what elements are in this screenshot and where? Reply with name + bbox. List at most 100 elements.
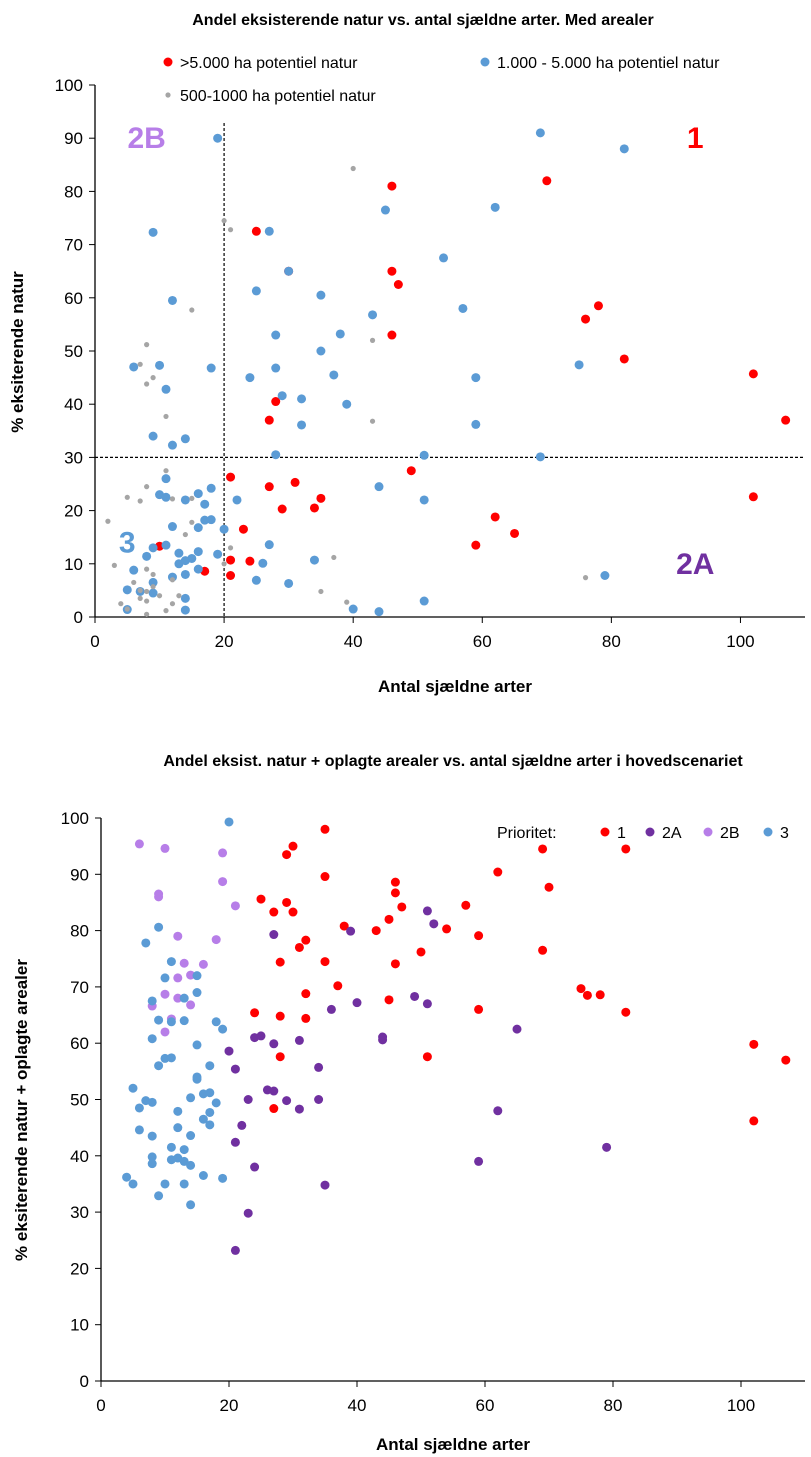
data-point — [180, 569, 190, 579]
data-point — [193, 523, 203, 533]
data-point — [160, 1027, 170, 1037]
y-tick-label: 30 — [70, 1203, 89, 1222]
data-point — [198, 959, 208, 969]
data-point — [154, 1015, 164, 1025]
data-point — [297, 420, 307, 430]
data-point — [271, 363, 281, 373]
data-point — [282, 1096, 292, 1106]
data-point — [378, 1035, 388, 1045]
data-point — [192, 971, 202, 981]
data-point — [134, 1125, 144, 1135]
data-point — [180, 556, 190, 566]
data-point — [186, 1160, 196, 1170]
data-point — [206, 363, 216, 373]
data-point — [205, 1120, 215, 1130]
data-point — [493, 1106, 503, 1116]
data-point — [173, 931, 183, 941]
data-point — [439, 253, 449, 263]
data-point — [206, 483, 216, 493]
data-point — [245, 556, 255, 566]
data-point — [271, 330, 281, 340]
x-tick-label: 100 — [726, 632, 754, 651]
data-point — [297, 394, 307, 404]
data-point — [163, 413, 169, 420]
data-point — [198, 1171, 208, 1181]
y-tick-label: 0 — [80, 1372, 89, 1391]
data-point — [369, 418, 376, 424]
data-point — [131, 579, 137, 586]
data-point — [269, 907, 279, 917]
data-point — [368, 310, 378, 320]
data-point — [154, 892, 164, 902]
data-point — [419, 450, 429, 460]
data-point — [369, 337, 376, 343]
chart-2: Andel eksist. natur + oplagte arealer vs… — [0, 740, 811, 1457]
data-point — [230, 1245, 240, 1255]
quadrant-label: 1 — [687, 122, 704, 155]
data-point — [134, 839, 144, 849]
data-point — [621, 844, 631, 854]
data-point — [582, 990, 592, 1000]
data-point — [160, 843, 170, 853]
data-point — [474, 1004, 484, 1014]
legend-label-series-1: >5.000 ha potentiel natur — [180, 55, 358, 72]
data-point — [193, 547, 203, 557]
data-point — [269, 930, 279, 940]
data-point — [748, 492, 758, 502]
data-point — [490, 202, 500, 212]
x-tick-label: 20 — [220, 1396, 239, 1415]
data-point — [205, 1088, 215, 1098]
legend-marker-series-2 — [480, 57, 490, 67]
data-point — [390, 888, 400, 898]
data-point — [294, 942, 304, 952]
data-point — [122, 585, 132, 595]
data-point — [173, 973, 183, 983]
data-point — [333, 981, 343, 991]
data-point — [250, 1162, 260, 1172]
data-point — [161, 384, 171, 394]
data-point — [238, 524, 248, 534]
data-point — [144, 342, 150, 348]
data-point — [169, 496, 176, 502]
legend-label-prioritet-2b: 2B — [720, 825, 740, 842]
data-point — [148, 227, 158, 237]
data-point — [288, 841, 298, 851]
data-point — [387, 330, 397, 340]
data-point — [154, 1191, 164, 1201]
data-point — [316, 346, 326, 356]
data-point — [538, 945, 548, 955]
data-point — [512, 1024, 522, 1034]
data-point — [147, 1152, 157, 1162]
data-point — [128, 1083, 138, 1093]
data-point — [316, 290, 326, 300]
x-tick-label: 80 — [602, 632, 621, 651]
y-tick-label: 70 — [64, 236, 83, 255]
y-tick-label: 10 — [70, 1316, 89, 1335]
data-point — [320, 1180, 330, 1190]
data-point — [180, 605, 190, 615]
data-point — [150, 571, 156, 578]
data-point — [350, 165, 356, 172]
data-point — [538, 844, 548, 854]
data-point — [144, 381, 150, 387]
data-point — [166, 1017, 176, 1027]
y-tick-label: 100 — [61, 809, 89, 828]
data-point — [186, 1093, 196, 1103]
chart-1-title: Andel eksisterende natur vs. antal sjæld… — [192, 12, 654, 29]
chart-1-points — [105, 128, 791, 617]
data-point — [271, 450, 281, 460]
data-point — [243, 1095, 253, 1104]
data-point — [243, 1208, 253, 1218]
data-point — [251, 575, 261, 585]
y-tick-label: 80 — [70, 922, 89, 941]
data-point — [474, 1156, 484, 1166]
legend-label-series-3: 500-1000 ha potentiel natur — [180, 88, 376, 105]
legend-label-prioritet-3: 3 — [780, 825, 789, 842]
legend-title: Prioritet: — [497, 825, 557, 842]
data-point — [271, 397, 281, 407]
data-point — [258, 558, 268, 568]
data-point — [163, 608, 169, 614]
data-point — [192, 988, 202, 998]
data-point — [211, 1098, 221, 1108]
data-point — [156, 593, 163, 599]
